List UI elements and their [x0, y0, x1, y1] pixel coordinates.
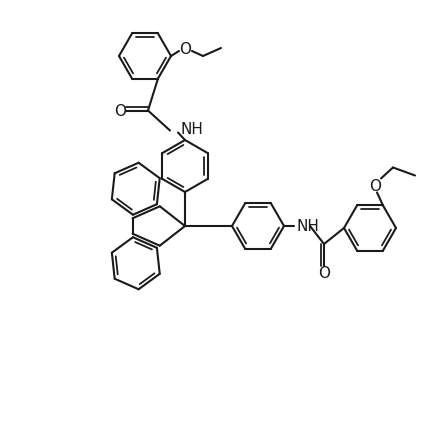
Text: NH: NH: [180, 122, 203, 137]
Text: O: O: [179, 41, 191, 56]
Text: O: O: [318, 265, 330, 280]
Text: O: O: [114, 104, 126, 119]
Text: NH: NH: [296, 219, 319, 234]
Text: O: O: [369, 178, 381, 193]
